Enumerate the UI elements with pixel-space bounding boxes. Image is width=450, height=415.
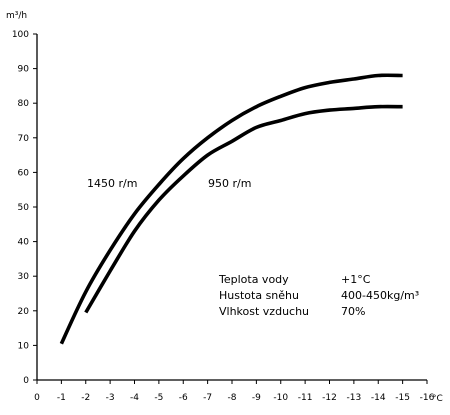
x-tick-label: -10 bbox=[273, 393, 288, 403]
note-value-snow-density: 400-450kg/m³ bbox=[341, 289, 419, 302]
y-tick-label: 0 bbox=[23, 376, 29, 386]
y-tick-label: 10 bbox=[18, 341, 30, 351]
x-tick-label: -13 bbox=[347, 393, 362, 403]
note-label-water-temp: Teplota vody bbox=[218, 273, 289, 286]
y-tick-label: 20 bbox=[18, 307, 30, 317]
y-axis-ticks: 0 10 20 30 40 50 60 70 80 90 100 bbox=[12, 30, 37, 386]
x-axis-label: °C bbox=[432, 394, 443, 404]
y-axis-label: m³/h bbox=[6, 11, 27, 21]
x-tick-label: -15 bbox=[395, 393, 410, 403]
series-label-1450: 1450 r/m bbox=[87, 177, 137, 190]
x-tick-label: -3 bbox=[106, 393, 115, 403]
y-tick-label: 50 bbox=[18, 203, 30, 213]
y-tick-label: 100 bbox=[12, 30, 29, 40]
note-label-humidity: Vlhkost vzduchu bbox=[219, 305, 309, 318]
x-tick-label: -9 bbox=[252, 393, 261, 403]
y-tick-label: 60 bbox=[18, 168, 30, 178]
x-tick-label: -2 bbox=[81, 393, 90, 403]
x-tick-label: -6 bbox=[179, 393, 188, 403]
y-tick-label: 70 bbox=[18, 134, 30, 144]
x-tick-label: -7 bbox=[203, 393, 212, 403]
x-axis-ticks: 0 -1 -2 -3 -4 -5 -6 -7 -8 -9 -10 -11 -12 -13 -14 -15 -16 bbox=[34, 380, 435, 403]
x-tick-label: -14 bbox=[371, 393, 386, 403]
axes bbox=[36, 34, 427, 381]
x-tick-label: -16 bbox=[420, 393, 435, 403]
x-tick-label: -8 bbox=[228, 393, 237, 403]
x-tick-label: -1 bbox=[57, 393, 66, 403]
x-tick-label: -11 bbox=[298, 393, 313, 403]
x-tick-label: -12 bbox=[322, 393, 337, 403]
note-value-humidity: 70% bbox=[341, 305, 365, 318]
note-value-water-temp: +1°C bbox=[341, 273, 371, 286]
y-tick-label: 30 bbox=[18, 272, 30, 282]
y-tick-label: 40 bbox=[18, 238, 30, 248]
series-line-1450 bbox=[59, 73, 403, 345]
series-lines bbox=[59, 73, 403, 345]
series-line-950 bbox=[84, 104, 403, 314]
x-tick-label: -5 bbox=[154, 393, 163, 403]
x-tick-label: -4 bbox=[130, 393, 139, 403]
x-tick-label: 0 bbox=[34, 393, 40, 403]
series-label-950: 950 r/m bbox=[208, 177, 251, 190]
y-tick-label: 80 bbox=[18, 99, 30, 109]
y-tick-label: 90 bbox=[18, 65, 30, 75]
note-label-snow-density: Hustota sněhu bbox=[219, 289, 299, 302]
